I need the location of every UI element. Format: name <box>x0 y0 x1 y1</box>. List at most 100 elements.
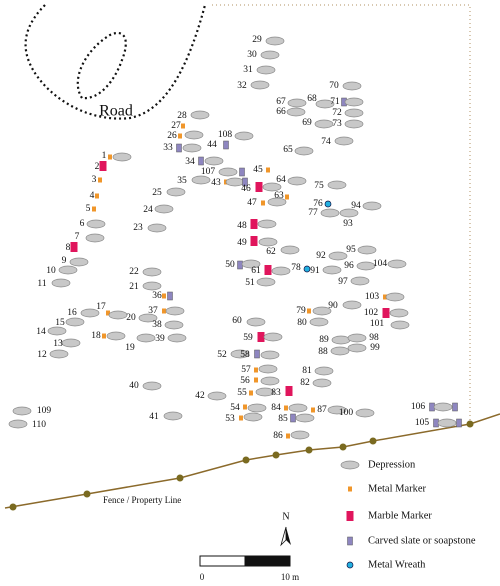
grave-label: 86 <box>273 431 283 441</box>
scale-start: 0 <box>200 572 205 582</box>
depression <box>327 405 347 415</box>
grave-label: 43 <box>211 178 221 188</box>
grave-label: 14 <box>36 327 46 337</box>
metal-marker <box>162 293 166 299</box>
metal-marker <box>284 405 288 411</box>
depression <box>309 317 329 327</box>
grave-label: 105 <box>415 418 430 428</box>
grave-label: 76 <box>313 199 323 209</box>
depression <box>314 366 334 376</box>
depression <box>390 320 410 330</box>
depression <box>271 266 291 276</box>
scale-end: 10 m <box>281 572 299 582</box>
grave-label: 71 <box>330 97 340 107</box>
depression <box>327 180 347 190</box>
grave-label: 37 <box>148 306 158 316</box>
grave-label: 85 <box>278 414 288 424</box>
depression <box>355 408 375 418</box>
road-inner <box>76 32 127 100</box>
metal-marker <box>102 333 106 339</box>
grave-label: 6 <box>80 219 85 229</box>
grave-label: 87 <box>317 405 327 415</box>
grave-label: 40 <box>129 381 139 391</box>
grave-label: 61 <box>251 266 261 276</box>
depression <box>8 419 28 429</box>
metal-wreath <box>346 561 354 569</box>
metal-marker <box>249 390 253 396</box>
marble-marker <box>382 308 390 318</box>
grave-label: 31 <box>243 65 253 75</box>
depression <box>260 376 280 386</box>
metal-marker <box>178 133 182 139</box>
legend-label: Marble Marker <box>368 510 432 521</box>
carved-marker <box>167 291 173 301</box>
depression <box>328 251 348 261</box>
depression <box>339 208 359 218</box>
north-arrow <box>286 527 291 545</box>
scale-bar <box>244 555 291 567</box>
metal-marker <box>162 308 166 314</box>
depression <box>287 176 307 186</box>
depression <box>287 98 307 108</box>
metal-marker <box>261 200 265 206</box>
depression <box>241 259 261 269</box>
grave-label: 64 <box>276 175 286 185</box>
depression <box>256 65 276 75</box>
grave-label: 60 <box>232 316 242 326</box>
grave-label: 22 <box>129 267 139 277</box>
depression <box>314 119 334 129</box>
grave-label: 36 <box>152 291 162 301</box>
depression <box>389 308 409 318</box>
depression <box>256 277 276 287</box>
grave-label: 24 <box>143 205 153 215</box>
grave-label: 7 <box>75 232 80 242</box>
metal-wreath <box>324 200 332 208</box>
grave-label: 15 <box>55 318 65 328</box>
grave-label: 80 <box>297 318 307 328</box>
metal-marker <box>307 308 311 314</box>
depression <box>61 338 81 348</box>
grave-label: 65 <box>283 145 293 155</box>
depression <box>12 406 32 416</box>
metal-marker <box>348 486 352 492</box>
depression <box>260 350 280 360</box>
depression <box>65 317 85 327</box>
depression <box>350 276 370 286</box>
depression <box>106 331 126 341</box>
road-outer <box>24 4 207 120</box>
grave-label: 108 <box>218 130 233 140</box>
grave-label: 44 <box>207 140 217 150</box>
depression <box>191 175 211 185</box>
grave-label: 55 <box>237 388 247 398</box>
road-label: Road <box>99 103 133 120</box>
depression <box>51 278 71 288</box>
grave-label: 68 <box>307 94 317 104</box>
carved-marker <box>237 260 243 270</box>
grave-label: 82 <box>300 378 310 388</box>
grave-label: 95 <box>346 245 356 255</box>
grave-label: 90 <box>328 301 338 311</box>
grave-label: 63 <box>274 191 284 201</box>
depression <box>357 245 377 255</box>
grave-label: 39 <box>155 334 165 344</box>
grave-label: 21 <box>129 282 139 292</box>
grave-label: 57 <box>241 365 251 375</box>
grave-label: 5 <box>86 204 91 214</box>
depression <box>247 403 267 413</box>
grave-label: 69 <box>302 118 312 128</box>
grave-label: 27 <box>171 121 181 131</box>
grave-label: 110 <box>32 420 46 430</box>
depression <box>204 156 224 166</box>
depression <box>320 208 340 218</box>
grave-label: 104 <box>373 259 388 269</box>
depression <box>267 197 287 207</box>
grave-label: 13 <box>53 339 63 349</box>
grave-label: 72 <box>332 108 342 118</box>
grave-label: 70 <box>329 81 339 91</box>
depression <box>347 343 367 353</box>
fence-posts <box>9 420 474 511</box>
metal-marker <box>181 123 185 129</box>
depression <box>322 265 342 275</box>
grave-label: 93 <box>343 219 353 229</box>
